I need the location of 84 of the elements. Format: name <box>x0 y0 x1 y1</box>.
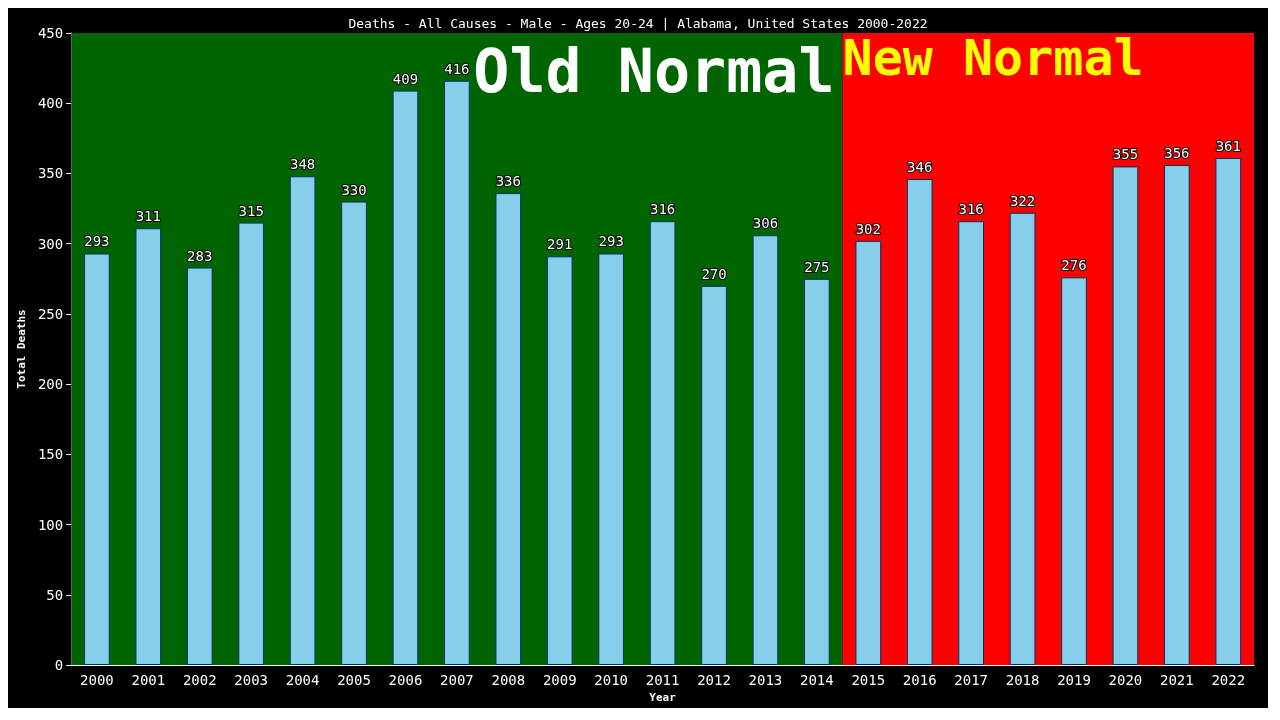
x-tick-label: 2006 <box>388 672 423 688</box>
data-label: 330 <box>341 181 367 198</box>
band-label: New Normal <box>842 29 1144 87</box>
bar <box>1112 166 1139 665</box>
bar <box>1215 158 1242 665</box>
data-label: 302 <box>855 220 881 237</box>
data-label: 356 <box>1164 145 1190 162</box>
bar <box>649 221 676 665</box>
data-label: 336 <box>495 173 521 190</box>
bar <box>289 176 316 665</box>
x-tick-label: 2010 <box>594 672 629 688</box>
bar <box>135 228 162 665</box>
bar <box>392 90 419 665</box>
bar <box>906 179 933 665</box>
data-label: 293 <box>598 233 624 250</box>
x-tick-label: 2015 <box>851 672 886 688</box>
data-label: 409 <box>392 70 419 87</box>
bar <box>804 278 830 665</box>
bar <box>752 235 779 665</box>
data-label: 311 <box>135 208 161 225</box>
bar <box>444 80 470 665</box>
x-tick-label: 2005 <box>337 672 371 688</box>
x-tick-label: 2017 <box>954 672 989 688</box>
x-tick-label: 2013 <box>748 672 783 688</box>
bar <box>546 256 573 665</box>
data-label: 322 <box>1009 192 1036 209</box>
y-tick-label: 250 <box>37 305 64 322</box>
x-axis-title: Year <box>649 690 677 704</box>
bar <box>855 240 882 665</box>
bar <box>1009 212 1036 665</box>
bar <box>958 221 985 665</box>
x-tick-label: 2009 <box>542 672 577 688</box>
bar <box>598 253 625 665</box>
y-axis-title: Total Deaths <box>15 309 28 389</box>
x-tick-label: 2000 <box>80 672 114 688</box>
y-tick-label: 300 <box>37 235 64 252</box>
x-tick-label: 2008 <box>491 672 526 688</box>
y-tick-label: 450 <box>37 25 64 41</box>
chart-title: Deaths - All Causes - Male - Ages 20-24 | Alabama, United States 2000-2022 <box>348 16 928 31</box>
x-tick-label: 2014 <box>800 672 834 688</box>
x-tick-label: 2012 <box>697 672 731 688</box>
x-tick-label: 2003 <box>234 672 269 688</box>
data-label: 275 <box>804 258 830 275</box>
x-tick-label: 2001 <box>131 672 166 688</box>
x-tick-label: 2018 <box>1005 672 1040 688</box>
x-tick-label: 2004 <box>285 672 320 688</box>
bar <box>1061 277 1087 665</box>
x-tick-label: 2020 <box>1108 672 1143 688</box>
y-tick-label: 350 <box>37 165 64 182</box>
y-tick-label: 150 <box>37 446 64 463</box>
y-tick-label: 200 <box>37 376 64 393</box>
data-label: 276 <box>1061 257 1087 274</box>
bar <box>495 193 522 665</box>
bar <box>701 285 727 665</box>
x-tick-label: 2002 <box>182 672 217 688</box>
band-label: Old Normal <box>473 36 835 106</box>
data-label: 306 <box>752 215 779 232</box>
x-tick-label: 2016 <box>902 672 937 688</box>
x-tick-label: 2011 <box>645 672 680 688</box>
bar <box>186 267 213 665</box>
x-tick-label: 2021 <box>1160 672 1194 688</box>
data-label: 283 <box>187 247 213 264</box>
data-label: 315 <box>238 202 264 219</box>
data-label: 416 <box>444 60 470 77</box>
data-label: 293 <box>84 233 110 250</box>
bar <box>1164 165 1190 665</box>
bar <box>238 222 265 665</box>
y-tick-label: 400 <box>37 95 64 112</box>
data-label: 355 <box>1112 146 1139 163</box>
x-tick-label: 2007 <box>440 672 474 688</box>
bar <box>341 201 367 665</box>
data-label: 316 <box>649 201 676 218</box>
data-label: 361 <box>1215 138 1241 154</box>
x-tick-label: 2022 <box>1211 672 1246 688</box>
data-label: 270 <box>701 265 727 282</box>
data-label: 291 <box>547 236 573 253</box>
y-tick-label: 0 <box>54 657 64 673</box>
data-label: 346 <box>907 159 933 176</box>
bar <box>84 253 110 665</box>
data-label: 316 <box>958 201 984 218</box>
data-label: 348 <box>289 156 316 173</box>
y-tick-label: 100 <box>37 516 64 533</box>
y-tick-label: 50 <box>46 586 64 603</box>
x-tick-label: 2019 <box>1057 672 1091 688</box>
